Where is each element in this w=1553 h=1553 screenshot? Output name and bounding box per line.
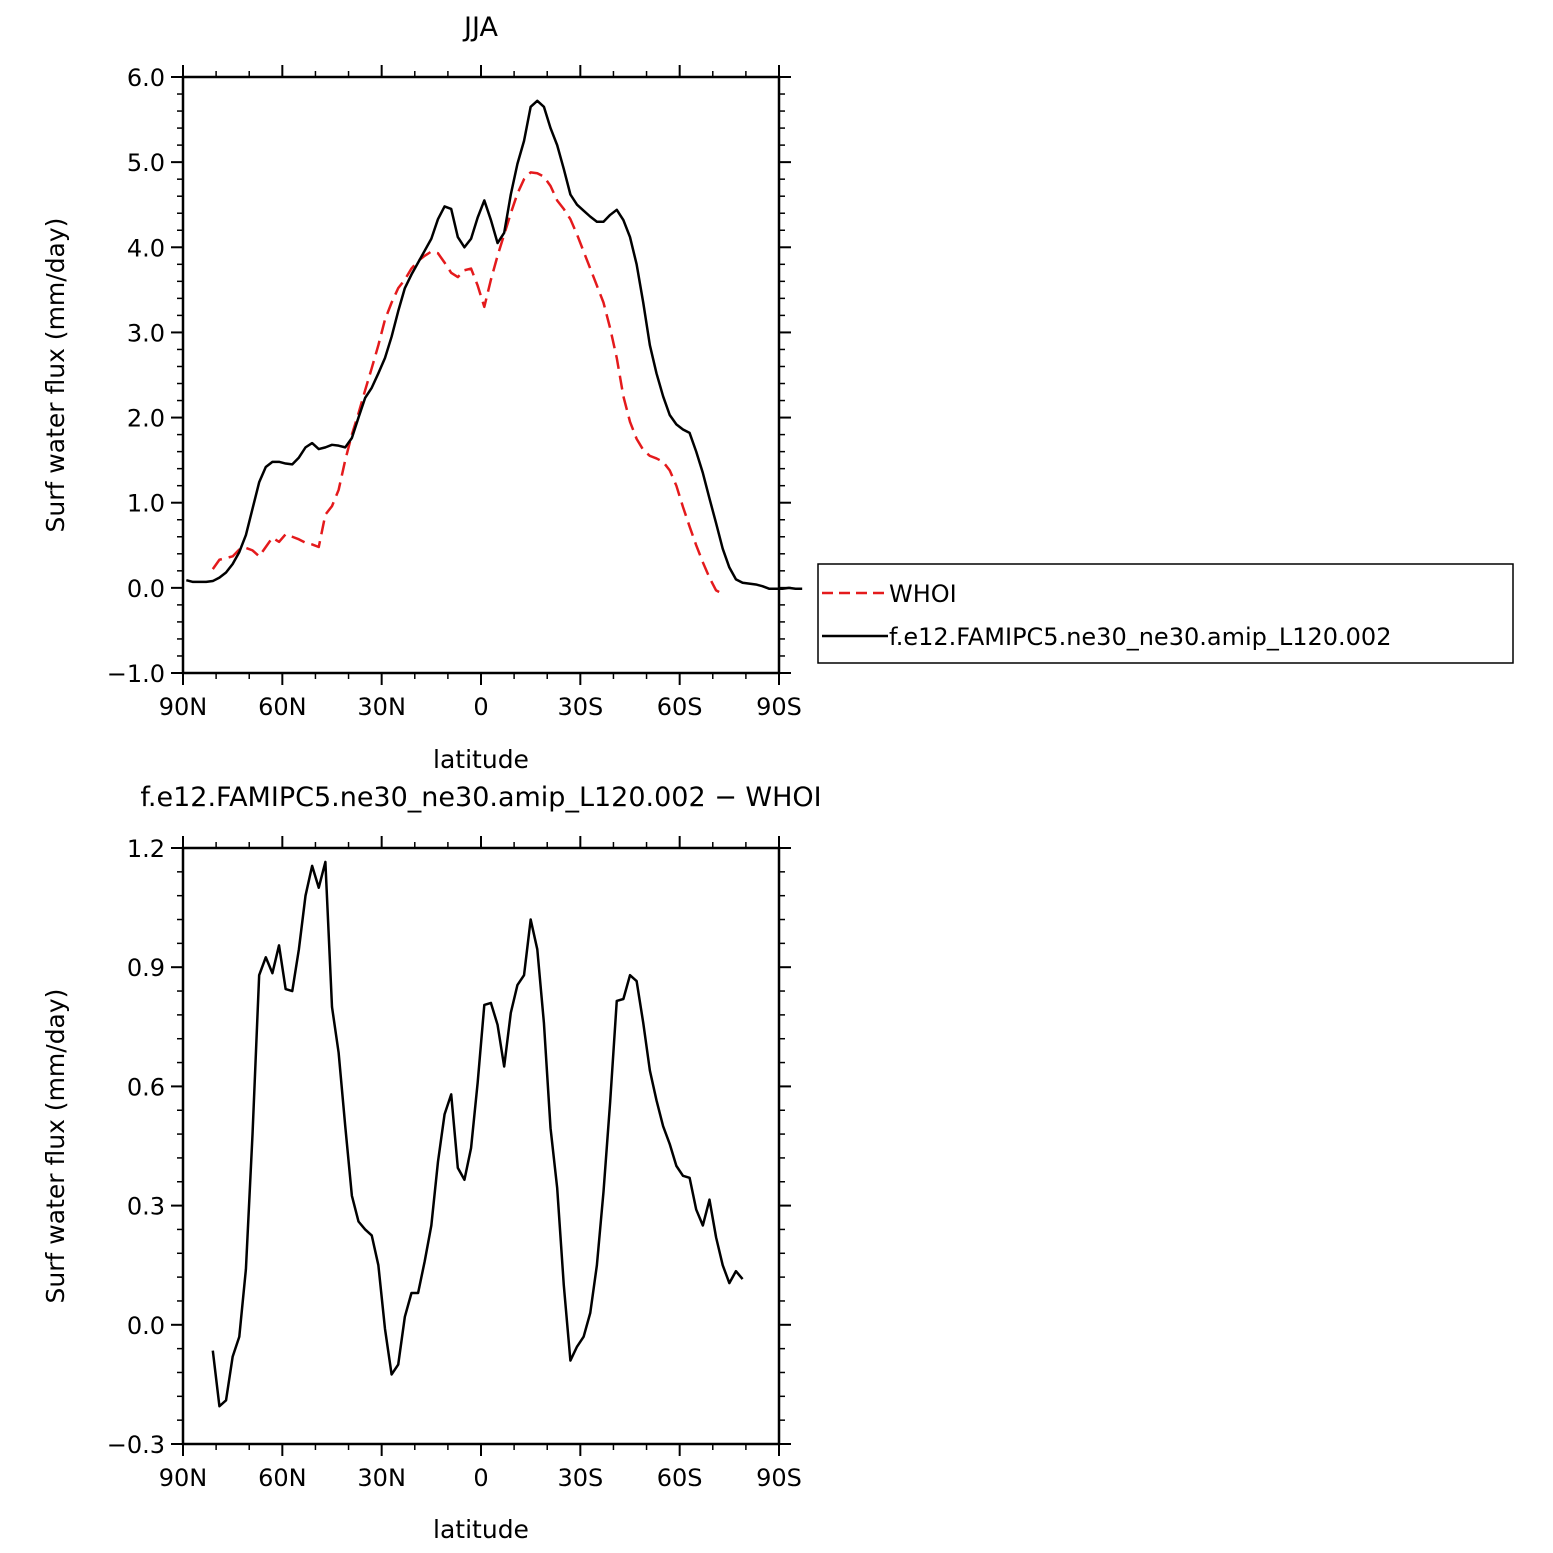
y-tick-label: 0.0 <box>127 575 165 603</box>
x-tick-label: 30N <box>357 693 406 721</box>
y-tick-label: −0.3 <box>107 1431 165 1459</box>
x-axis-label: latitude <box>433 745 529 774</box>
plot-frame <box>181 75 781 675</box>
y-tick-label: 1.0 <box>127 490 165 518</box>
series-group <box>185 99 803 595</box>
tick-marks <box>171 65 791 685</box>
x-tick-label: 60S <box>657 693 703 721</box>
legend-box <box>817 563 1514 664</box>
x-tick-labels: 90N 60N 30N 0 30S 60S 90S <box>159 693 802 721</box>
x-tick-label: 90N <box>159 693 208 721</box>
x-tick-label: 0 <box>473 693 488 721</box>
y-tick-label: 0.6 <box>127 1073 165 1101</box>
x-tick-labels: 90N 60N 30N 0 30S 60S 90S <box>159 1464 802 1492</box>
x-tick-label: 60S <box>657 1464 703 1492</box>
tick-marks <box>171 836 791 1456</box>
x-axis-label: latitude <box>433 1515 529 1544</box>
series-group <box>211 860 744 1408</box>
legend-label-model: f.e12.FAMIPC5.ne30_ne30.amip_L120.002 <box>889 623 1391 651</box>
y-axis-label: Surf water flux (mm/day) <box>41 989 70 1304</box>
series-line-difference <box>211 860 744 1408</box>
bottom-panel: f.e12.FAMIPC5.ne30_ne30.amip_L120.002 − … <box>41 782 822 1544</box>
y-tick-label: 4.0 <box>127 234 165 262</box>
y-tick-label: 5.0 <box>127 149 165 177</box>
y-tick-label: 1.2 <box>127 835 165 863</box>
y-tick-label: 0.3 <box>127 1193 165 1221</box>
x-tick-label: 90N <box>159 1464 208 1492</box>
chart-title: JJA <box>462 12 498 43</box>
x-tick-label: 30S <box>557 1464 603 1492</box>
x-tick-label: 30N <box>357 1464 406 1492</box>
y-tick-label: 0.9 <box>127 954 165 982</box>
x-tick-label: 60N <box>258 693 307 721</box>
x-tick-label: 0 <box>473 1464 488 1492</box>
y-tick-label: −1.0 <box>107 660 165 688</box>
series-line-whoi <box>211 171 724 595</box>
y-tick-label: 0.0 <box>127 1312 165 1340</box>
y-tick-label: 2.0 <box>127 405 165 433</box>
legend: WHOI f.e12.FAMIPC5.ne30_ne30.amip_L120.0… <box>817 563 1514 664</box>
y-tick-label: 3.0 <box>127 319 165 347</box>
y-tick-labels: −0.3 0.0 0.3 0.6 0.9 1.2 <box>107 835 165 1459</box>
difference-chart-title: f.e12.FAMIPC5.ne30_ne30.amip_L120.002 − … <box>140 782 821 813</box>
series-line-f-e12-famipc5-ne30-ne30-amip-l120-002 <box>185 99 803 590</box>
x-tick-label: 90S <box>756 1464 802 1492</box>
x-tick-label: 30S <box>557 693 603 721</box>
y-tick-labels: −1.0 0.0 1.0 2.0 3.0 4.0 5.0 6.0 <box>107 64 165 688</box>
plot-frame <box>181 846 781 1446</box>
top-panel: JJA −1.0 0.0 1.0 2.0 3.0 4.0 5.0 6.0 90N 60N 30N 0… <box>41 12 803 774</box>
legend-label-whoi: WHOI <box>889 580 957 608</box>
x-tick-label: 90S <box>756 693 802 721</box>
y-axis-label: Surf water flux (mm/day) <box>41 218 70 533</box>
x-tick-label: 60N <box>258 1464 307 1492</box>
y-tick-label: 6.0 <box>127 64 165 92</box>
